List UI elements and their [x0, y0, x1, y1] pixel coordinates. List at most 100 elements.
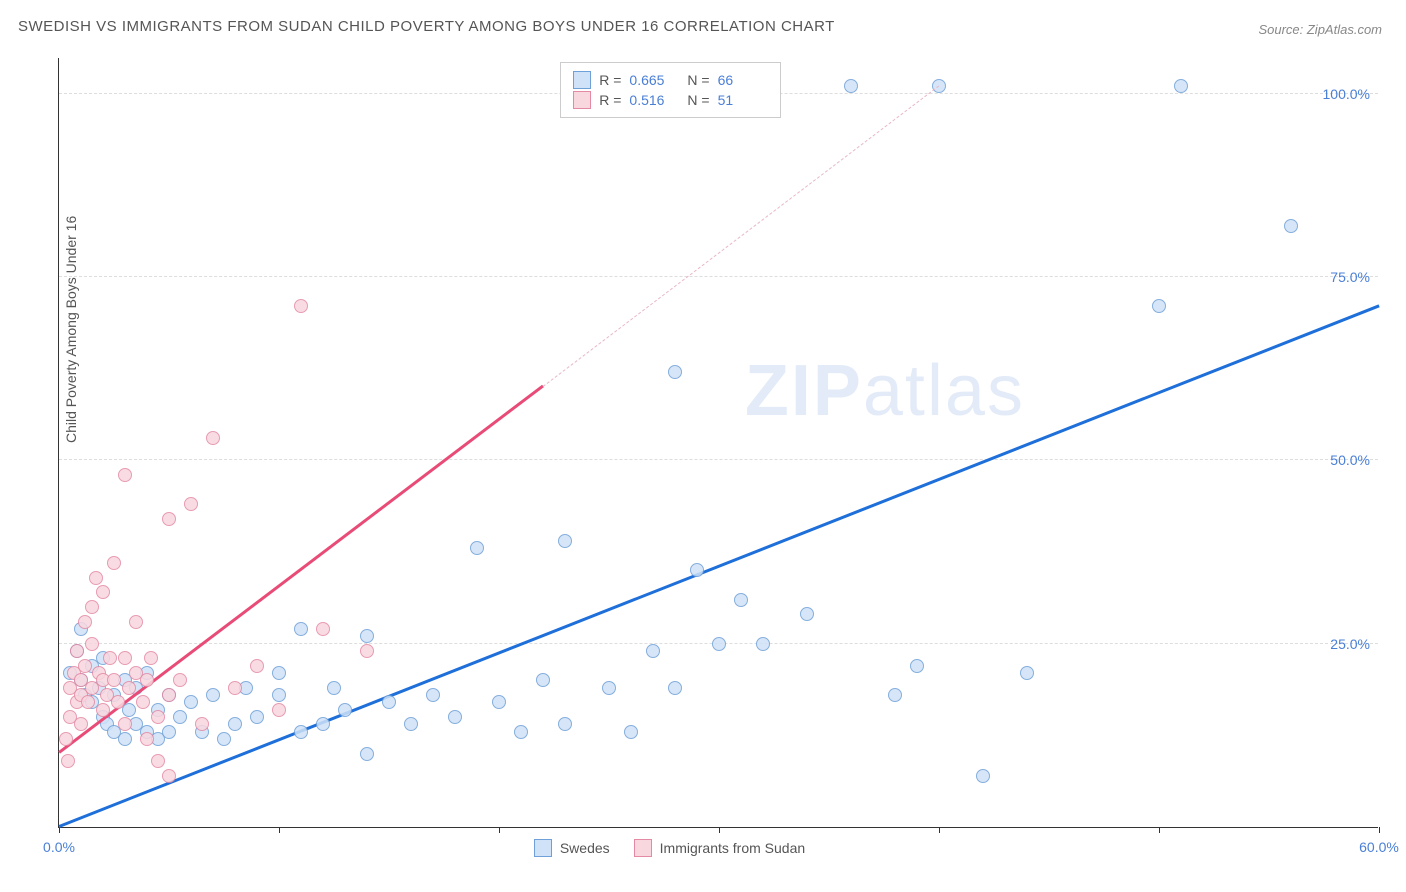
- scatter-point: [85, 637, 99, 651]
- scatter-point: [646, 644, 660, 658]
- legend-r-value: 0.516: [629, 92, 679, 108]
- y-tick-label: 100.0%: [1323, 86, 1370, 102]
- scatter-point: [162, 725, 176, 739]
- scatter-point: [514, 725, 528, 739]
- scatter-point: [602, 681, 616, 695]
- trend-line: [543, 85, 940, 386]
- scatter-point: [78, 659, 92, 673]
- scatter-point: [70, 644, 84, 658]
- legend-label: Immigrants from Sudan: [660, 840, 806, 856]
- scatter-point: [206, 431, 220, 445]
- scatter-point: [173, 710, 187, 724]
- plot-area: Child Poverty Among Boys Under 16 ZIPatl…: [58, 58, 1378, 828]
- x-tick: [499, 827, 500, 833]
- scatter-point: [173, 673, 187, 687]
- scatter-point: [536, 673, 550, 687]
- scatter-point: [140, 732, 154, 746]
- legend-r-label: R =: [599, 72, 621, 88]
- scatter-point: [228, 717, 242, 731]
- x-tick-label: 0.0%: [43, 839, 75, 855]
- legend-n-label: N =: [687, 92, 709, 108]
- scatter-point: [118, 717, 132, 731]
- x-tick-label: 60.0%: [1359, 839, 1399, 855]
- x-tick: [1379, 827, 1380, 833]
- x-tick: [279, 827, 280, 833]
- scatter-point: [712, 637, 726, 651]
- scatter-point: [492, 695, 506, 709]
- chart-title: SWEDISH VS IMMIGRANTS FROM SUDAN CHILD P…: [18, 18, 835, 35]
- scatter-point: [250, 710, 264, 724]
- scatter-point: [844, 79, 858, 93]
- scatter-point: [129, 615, 143, 629]
- scatter-point: [89, 571, 103, 585]
- watermark-bold: ZIP: [745, 351, 863, 431]
- scatter-point: [294, 299, 308, 313]
- y-tick-label: 75.0%: [1330, 269, 1370, 285]
- scatter-point: [96, 703, 110, 717]
- scatter-point: [360, 629, 374, 643]
- trend-line: [59, 304, 1380, 827]
- scatter-point: [1284, 219, 1298, 233]
- scatter-point: [96, 585, 110, 599]
- scatter-point: [250, 659, 264, 673]
- scatter-point: [558, 717, 572, 731]
- legend-swatch: [573, 71, 591, 89]
- scatter-point: [624, 725, 638, 739]
- scatter-point: [103, 651, 117, 665]
- legend-swatch: [573, 91, 591, 109]
- scatter-point: [360, 644, 374, 658]
- source-label: Source: ZipAtlas.com: [1258, 22, 1382, 37]
- scatter-point: [668, 681, 682, 695]
- scatter-point: [122, 681, 136, 695]
- scatter-point: [140, 673, 154, 687]
- gridline: [59, 276, 1378, 277]
- legend-row: R =0.516N =51: [573, 91, 767, 109]
- legend-item: Swedes: [534, 839, 610, 857]
- legend-label: Swedes: [560, 840, 610, 856]
- scatter-point: [184, 695, 198, 709]
- y-axis-label: Child Poverty Among Boys Under 16: [63, 215, 79, 442]
- x-tick: [59, 827, 60, 833]
- x-tick: [719, 827, 720, 833]
- scatter-point: [327, 681, 341, 695]
- scatter-point: [294, 622, 308, 636]
- scatter-point: [734, 593, 748, 607]
- scatter-point: [111, 695, 125, 709]
- scatter-point: [910, 659, 924, 673]
- scatter-point: [59, 732, 73, 746]
- scatter-point: [360, 747, 374, 761]
- y-tick-label: 50.0%: [1330, 452, 1370, 468]
- scatter-point: [316, 717, 330, 731]
- scatter-point: [118, 651, 132, 665]
- scatter-point: [800, 607, 814, 621]
- scatter-point: [404, 717, 418, 731]
- scatter-point: [151, 754, 165, 768]
- scatter-point: [74, 717, 88, 731]
- legend-n-value: 66: [718, 72, 768, 88]
- scatter-point: [272, 703, 286, 717]
- x-tick: [1159, 827, 1160, 833]
- scatter-point: [61, 754, 75, 768]
- scatter-point: [118, 732, 132, 746]
- trend-line: [58, 385, 544, 754]
- scatter-point: [316, 622, 330, 636]
- scatter-point: [1152, 299, 1166, 313]
- watermark: ZIPatlas: [745, 350, 1025, 432]
- scatter-point: [107, 556, 121, 570]
- scatter-point: [888, 688, 902, 702]
- scatter-point: [162, 769, 176, 783]
- scatter-point: [448, 710, 462, 724]
- scatter-point: [107, 673, 121, 687]
- series-legend: Swedes Immigrants from Sudan: [534, 839, 805, 857]
- scatter-point: [162, 512, 176, 526]
- legend-r-value: 0.665: [629, 72, 679, 88]
- scatter-point: [470, 541, 484, 555]
- scatter-point: [136, 695, 150, 709]
- scatter-point: [217, 732, 231, 746]
- scatter-point: [294, 725, 308, 739]
- scatter-point: [144, 651, 158, 665]
- y-tick-label: 25.0%: [1330, 636, 1370, 652]
- scatter-point: [976, 769, 990, 783]
- scatter-point: [184, 497, 198, 511]
- scatter-point: [118, 468, 132, 482]
